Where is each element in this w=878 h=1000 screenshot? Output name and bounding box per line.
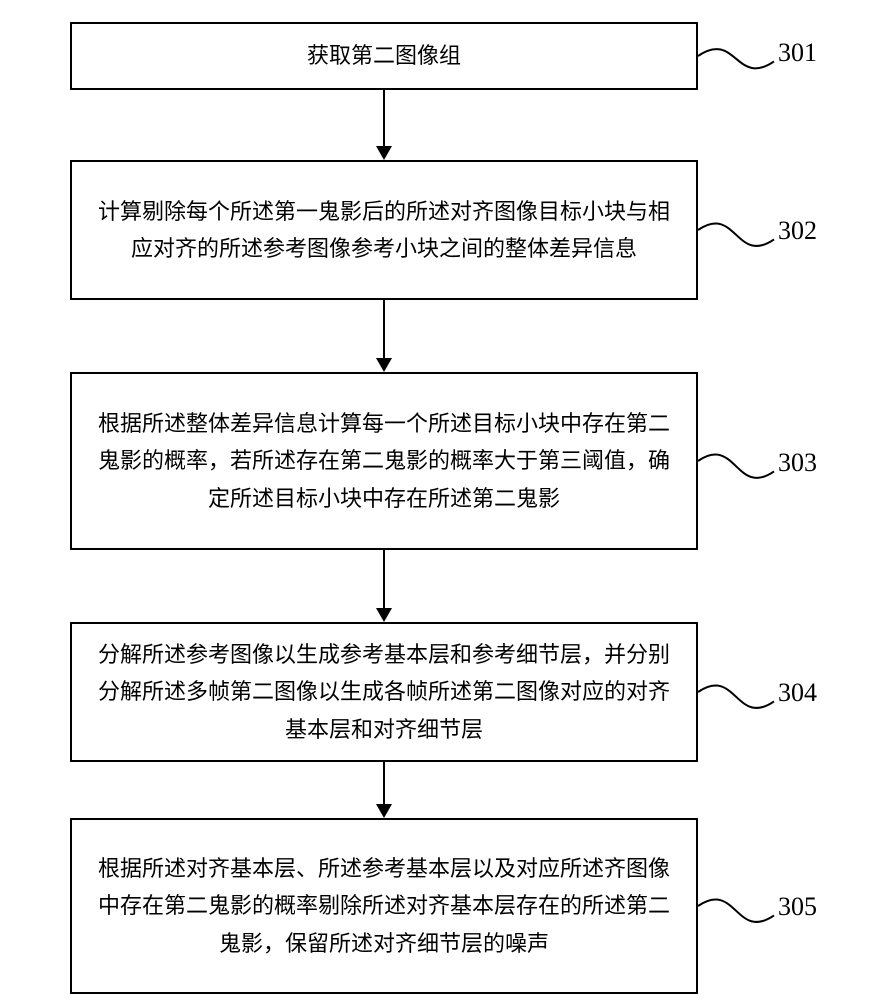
step-text: 计算剔除每个所述第一鬼影后的所述对齐图像目标小块与相应对齐的所述参考图像参考小块… xyxy=(96,193,672,268)
step-text: 根据所述对齐基本层、所述参考基本层以及对应所述齐图像中存在第二鬼影的概率剔除所述… xyxy=(96,850,672,962)
step-label-302: 302 xyxy=(778,216,817,246)
step-box-302: 计算剔除每个所述第一鬼影后的所述对齐图像目标小块与相应对齐的所述参考图像参考小块… xyxy=(70,160,698,300)
arrow-head-1 xyxy=(376,358,392,372)
flowchart-canvas: 获取第二图像组 301 计算剔除每个所述第一鬼影后的所述对齐图像目标小块与相应对齐的… xyxy=(0,0,878,1000)
arrow-head-3 xyxy=(376,804,392,818)
arrow-line-0 xyxy=(383,90,385,146)
step-text: 获取第二图像组 xyxy=(307,37,461,74)
connector-curve-304 xyxy=(698,660,778,733)
step-box-305: 根据所述对齐基本层、所述参考基本层以及对应所述齐图像中存在第二鬼影的概率剔除所述… xyxy=(70,818,698,994)
step-label-304: 304 xyxy=(778,678,817,708)
step-label-305: 305 xyxy=(778,892,817,922)
step-text: 分解所述参考图像以生成参考基本层和参考细节层，并分别分解所述多帧第二图像以生成各… xyxy=(96,636,672,748)
step-label-303: 303 xyxy=(778,448,817,478)
step-box-304: 分解所述参考图像以生成参考基本层和参考细节层，并分别分解所述多帧第二图像以生成各… xyxy=(70,622,698,762)
arrow-line-3 xyxy=(383,762,385,804)
connector-curve-305 xyxy=(698,874,778,947)
arrow-head-0 xyxy=(376,146,392,160)
connector-curve-301 xyxy=(698,24,778,93)
connector-curve-302 xyxy=(698,198,778,271)
arrow-head-2 xyxy=(376,608,392,622)
connector-curve-303 xyxy=(698,429,778,503)
step-text: 根据所述整体差异信息计算每一个所述目标小块中存在第二鬼影的概率，若所述存在第二鬼… xyxy=(96,405,672,517)
step-box-301: 获取第二图像组 xyxy=(70,22,698,90)
arrow-line-1 xyxy=(383,300,385,358)
step-box-303: 根据所述整体差异信息计算每一个所述目标小块中存在第二鬼影的概率，若所述存在第二鬼… xyxy=(70,372,698,550)
step-label-301: 301 xyxy=(778,38,817,68)
arrow-line-2 xyxy=(383,550,385,608)
